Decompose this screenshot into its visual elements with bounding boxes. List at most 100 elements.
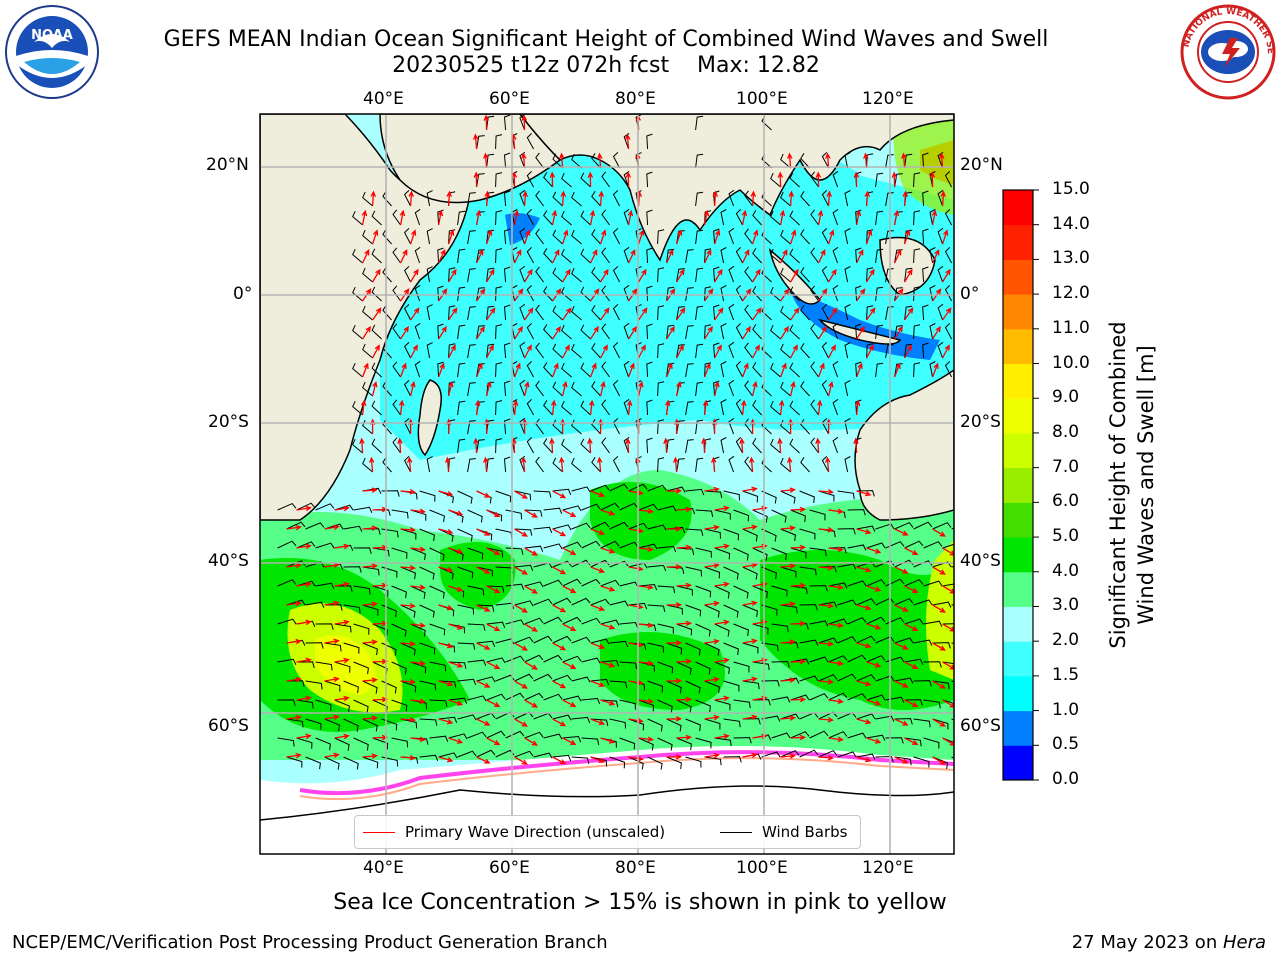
wave-direction-arrow xyxy=(713,380,720,397)
wave-direction-arrow xyxy=(551,362,559,378)
wind-barb xyxy=(519,265,526,283)
wind-barb xyxy=(334,737,350,751)
wind-barb xyxy=(526,285,535,302)
wind-barb xyxy=(628,522,648,530)
wind-barb xyxy=(780,566,797,578)
wind-barb xyxy=(720,247,727,264)
wind-barb xyxy=(371,248,382,264)
wind-barb xyxy=(371,362,382,378)
wave-direction-arrow xyxy=(476,680,491,688)
wave-direction-arrow xyxy=(446,190,453,207)
wave-direction-arrow xyxy=(600,307,610,321)
colorbar-cell xyxy=(1003,398,1033,434)
wind-barb xyxy=(837,636,857,644)
wind-barb xyxy=(609,521,629,530)
wave-direction-arrow xyxy=(372,307,382,321)
wave-direction-arrow xyxy=(676,620,693,627)
wind-barb xyxy=(780,490,796,504)
wind-barb xyxy=(685,325,694,340)
colorbar-title-line1: Significant Height of Combined xyxy=(1106,321,1130,649)
wind-barb xyxy=(875,324,884,340)
lon-label-bottom-80e: 80°E xyxy=(615,858,656,878)
wave-direction-arrow xyxy=(891,171,898,188)
wind-barb xyxy=(790,694,810,701)
colorbar-tick-label: 10.0 xyxy=(1052,352,1090,373)
wind-barb xyxy=(352,362,363,378)
wind-barb xyxy=(885,230,894,245)
wind-barb xyxy=(600,502,620,511)
wave-direction-arrow xyxy=(360,399,367,416)
wave-direction-arrow xyxy=(780,677,797,683)
wave-direction-arrow xyxy=(828,307,838,321)
wind-barb xyxy=(495,324,503,340)
wind-barb xyxy=(571,305,582,321)
wave-direction-arrow xyxy=(741,209,748,226)
wind-barb xyxy=(704,566,721,579)
wind-barb xyxy=(685,718,701,732)
wind-barb xyxy=(742,718,761,725)
wave-direction-arrow xyxy=(486,509,501,518)
wind-barb xyxy=(844,418,851,435)
wind-barb xyxy=(305,642,324,649)
wind-barb xyxy=(944,171,953,188)
wind-barb xyxy=(476,135,485,150)
wind-barb xyxy=(720,323,727,340)
wind-barb xyxy=(752,661,770,671)
wave-direction-arrow xyxy=(324,524,340,531)
wind-barb xyxy=(832,436,839,454)
wind-barb xyxy=(866,343,874,359)
wind-barb xyxy=(353,547,372,554)
wind-barb xyxy=(638,699,655,712)
wave-direction-arrow xyxy=(828,508,844,515)
wave-direction-arrow xyxy=(665,249,674,264)
wave-direction-arrow xyxy=(638,546,654,552)
wave-direction-arrow xyxy=(324,638,340,645)
wind-barb xyxy=(467,192,476,207)
wind-barb xyxy=(467,420,476,435)
wave-direction-arrow xyxy=(362,639,378,645)
wind-barb xyxy=(612,342,621,359)
wave-direction-arrow xyxy=(410,307,420,321)
wind-barb xyxy=(571,153,582,169)
wind-barb xyxy=(809,656,829,663)
wind-barb xyxy=(923,737,940,749)
wind-barb xyxy=(771,585,788,597)
wind-barb xyxy=(866,267,874,283)
wind-barb xyxy=(372,623,388,637)
wave-direction-arrow xyxy=(400,325,409,340)
noaa-logo-text: NOAA xyxy=(31,28,73,43)
wave-direction-arrow xyxy=(940,190,947,207)
wind-barb xyxy=(657,381,665,397)
colorbar-tick-label: 1.5 xyxy=(1052,664,1080,685)
wind-barb xyxy=(647,680,664,693)
wave-direction-arrow xyxy=(486,661,501,670)
wind-barb xyxy=(467,458,476,473)
wave-direction-arrow xyxy=(371,229,379,245)
wind-barb xyxy=(562,655,582,663)
colorbar xyxy=(1003,189,1039,781)
wave-direction-arrow xyxy=(750,190,757,207)
wind-barb xyxy=(552,754,572,762)
wave-direction-arrow xyxy=(676,582,693,589)
wind-barb xyxy=(552,153,563,169)
wind-barb xyxy=(646,171,653,188)
wind-barb xyxy=(733,661,750,673)
wave-direction-arrow xyxy=(866,623,882,630)
wind-barb xyxy=(334,623,352,633)
wind-barb xyxy=(742,604,758,618)
wind-barb xyxy=(847,580,867,587)
wind-barb xyxy=(353,623,370,635)
wave-direction-arrow xyxy=(866,737,882,744)
wind-barb xyxy=(847,732,867,739)
wave-direction-arrow xyxy=(522,190,529,207)
wave-direction-arrow xyxy=(400,717,416,723)
wind-barb xyxy=(733,699,751,709)
wave-direction-arrow xyxy=(437,362,445,378)
wave-direction-arrow xyxy=(588,399,595,416)
wind-barb xyxy=(752,699,771,706)
wave-direction-arrow xyxy=(448,699,464,706)
nws-logo: NATIONAL WEATHER SERVICE xyxy=(1178,4,1276,100)
wave-direction-arrow xyxy=(780,525,797,531)
wind-barb xyxy=(723,680,740,692)
colorbar-tick-label: 1.0 xyxy=(1052,699,1080,720)
